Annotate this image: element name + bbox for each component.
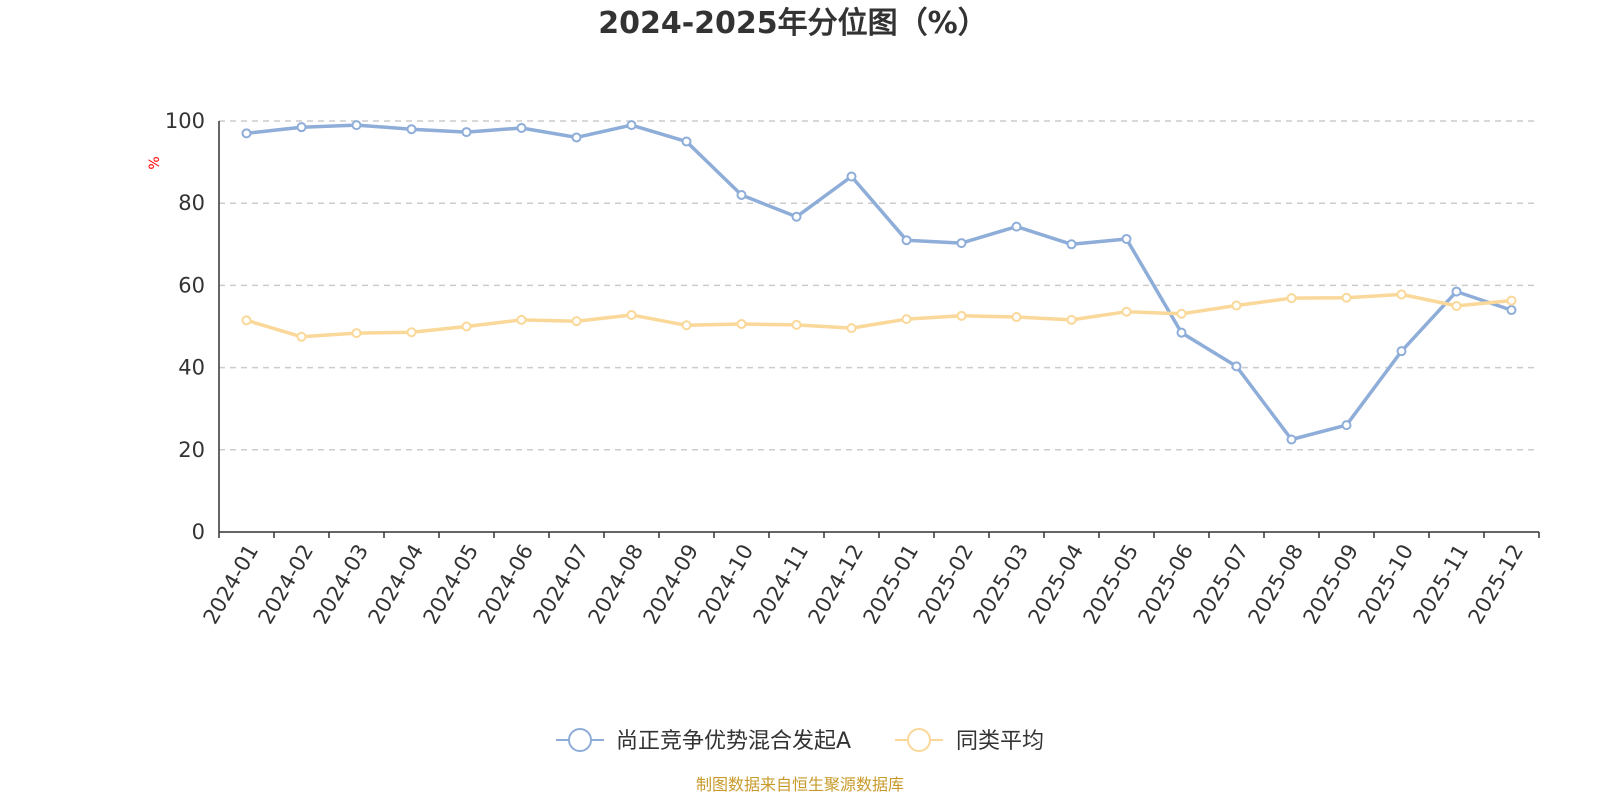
data-point: [351, 120, 362, 131]
data-point: [1231, 361, 1242, 372]
data-point: [1286, 293, 1297, 304]
data-point: [1011, 221, 1022, 232]
data-point: [241, 315, 252, 326]
data-point: [1286, 434, 1297, 445]
data-point: [1506, 295, 1517, 306]
data-point: [956, 310, 967, 321]
data-point: [461, 127, 472, 138]
legend[interactable]: 尚正竞争优势混合发起A 同类平均: [556, 728, 1044, 754]
data-point: [791, 319, 802, 330]
data-point: [1066, 239, 1077, 250]
y-tick-label: 20: [178, 438, 205, 462]
data-point: [1121, 233, 1132, 244]
chart-title: 2024-2025年分位图（%）: [598, 6, 988, 41]
data-point: [846, 323, 857, 334]
data-point: [406, 327, 417, 338]
data-point: [1506, 305, 1517, 316]
data-point: [296, 331, 307, 342]
data-point: [1451, 286, 1462, 297]
data-point: [1341, 420, 1352, 431]
y-axis-unit: %: [147, 156, 163, 169]
data-point: [791, 211, 802, 222]
y-tick-label: 80: [178, 191, 205, 215]
data-point: [1176, 308, 1187, 319]
data-source-note: 制图数据来自恒生聚源数据库: [696, 775, 904, 794]
data-point: [1396, 289, 1407, 300]
data-point: [736, 319, 747, 330]
legend-marker: [568, 728, 592, 752]
data-point: [736, 189, 747, 200]
legend-label: 同类平均: [956, 729, 1044, 754]
data-point: [1011, 312, 1022, 323]
data-point: [901, 235, 912, 246]
series-1: [241, 120, 1517, 445]
data-point: [241, 128, 252, 139]
data-point: [901, 314, 912, 325]
y-tick-label: 100: [165, 109, 205, 133]
data-point: [1121, 306, 1132, 317]
data-point: [516, 122, 527, 133]
data-point: [1341, 292, 1352, 303]
data-point: [626, 120, 637, 131]
data-point: [1451, 300, 1462, 311]
data-point: [846, 171, 857, 182]
x-tick-label: 2025-12: [1464, 540, 1529, 628]
data-point: [571, 132, 582, 143]
legend-item-1[interactable]: 尚正竞争优势混合发起A: [556, 728, 851, 754]
data-point: [1066, 314, 1077, 325]
legend-label: 尚正竞争优势混合发起A: [616, 729, 851, 754]
legend-marker: [907, 728, 931, 752]
data-point: [681, 136, 692, 147]
series-lines: [241, 120, 1517, 445]
legend-item-2[interactable]: 同类平均: [895, 728, 1044, 754]
data-point: [571, 316, 582, 327]
data-point: [1176, 327, 1187, 338]
series-2: [241, 289, 1517, 342]
data-point: [406, 124, 417, 135]
data-point: [296, 122, 307, 133]
grid-lines: [219, 120, 1539, 451]
data-point: [516, 314, 527, 325]
series-line: [246, 123, 1513, 442]
y-tick-label: 40: [178, 356, 205, 380]
data-point: [1396, 346, 1407, 357]
data-point: [461, 321, 472, 332]
y-tick-label: 60: [178, 273, 205, 297]
y-tick-label: 0: [192, 520, 205, 544]
data-point: [351, 328, 362, 339]
series-line: [245, 292, 1512, 339]
data-point: [956, 238, 967, 249]
data-point: [1231, 300, 1242, 311]
data-point: [681, 320, 692, 331]
data-point: [626, 309, 637, 320]
axes: 0204060801002024-012024-022024-032024-04…: [165, 109, 1540, 628]
